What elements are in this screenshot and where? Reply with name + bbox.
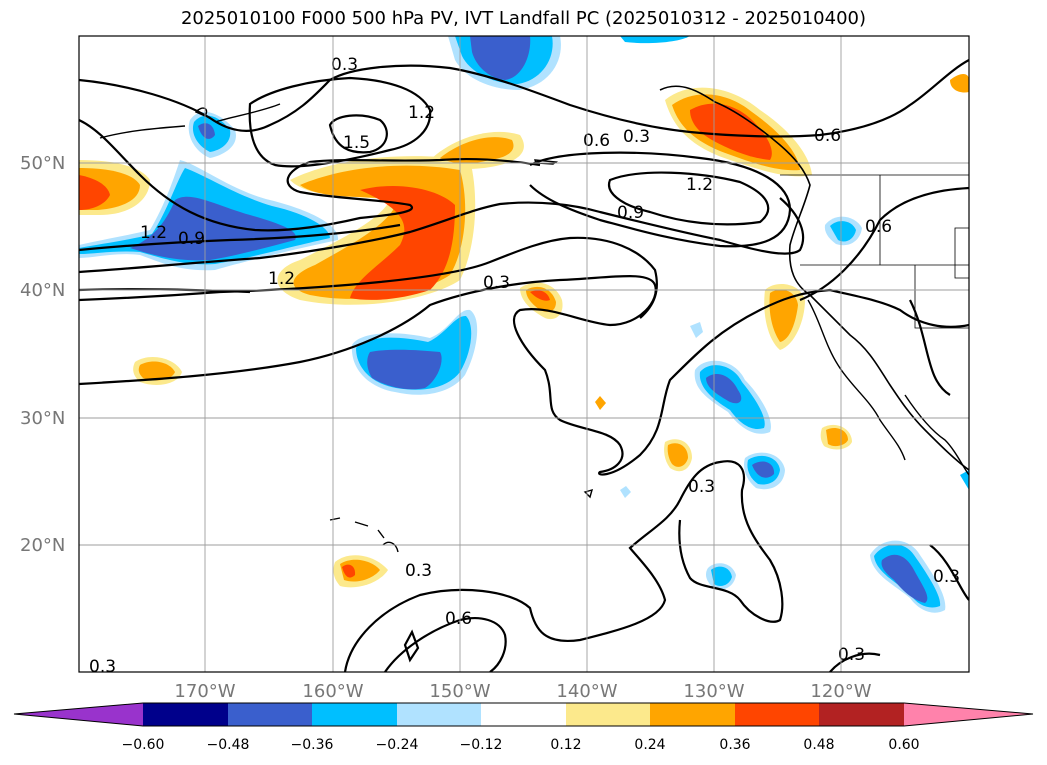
colorbar-segment bbox=[312, 703, 397, 726]
contour-line-1.2-east bbox=[607, 171, 770, 226]
contour-label: 1.2 bbox=[140, 223, 167, 243]
contour-label: 0.9 bbox=[178, 229, 205, 249]
latitude-labels: 50°N 40°N 30°N 20°N bbox=[20, 153, 65, 556]
colorbar-outline bbox=[13, 702, 1034, 727]
colorbar-tick-label: −0.48 bbox=[207, 737, 250, 753]
colorbar-segment bbox=[481, 703, 566, 726]
contour-line-0.6-lower bbox=[79, 197, 805, 294]
colorbar-ticks: −0.60 −0.48 −0.36 −0.24 −0.12 0.12 0.24 … bbox=[122, 737, 920, 753]
coastlines bbox=[99, 85, 969, 553]
contour-label: 0.3 bbox=[688, 477, 715, 497]
contour-line-0.9-east bbox=[529, 151, 792, 248]
colorbar: −0.60 −0.48 −0.36 −0.24 −0.12 0.12 0.24 … bbox=[13, 702, 1034, 753]
colorbar-extend-low bbox=[14, 703, 143, 726]
baja-california-coast bbox=[807, 299, 906, 461]
colorbar-tick-label: 0.12 bbox=[550, 737, 581, 753]
lon-label: 150°W bbox=[429, 681, 490, 702]
contour-line-0.3-south bbox=[343, 460, 784, 672]
colorbar-segment bbox=[566, 703, 650, 726]
contour-label: 1.5 bbox=[343, 133, 370, 153]
positive-patches-small bbox=[133, 74, 969, 588]
lon-label: 160°W bbox=[302, 681, 363, 702]
map-title: 2025010100 F000 500 hPa PV, IVT Landfall… bbox=[180, 8, 867, 29]
colorbar-segment bbox=[143, 703, 228, 726]
contour-label: 0.6 bbox=[445, 609, 472, 629]
map-plot-area: 0.3 1.5 1.2 0.6 0.3 1.2 0.9 0.6 1.2 0.9 … bbox=[79, 36, 969, 677]
aleutian-islands bbox=[99, 103, 281, 139]
contour-label: 0.6 bbox=[865, 217, 892, 237]
contour-line-0.3-se bbox=[829, 652, 881, 672]
contour-label: 1.2 bbox=[268, 269, 295, 289]
contour-line-1.2-west bbox=[79, 223, 401, 252]
gridlines bbox=[79, 36, 969, 672]
contour-label: 0.3 bbox=[838, 645, 865, 665]
colorbar-tick-label: 0.24 bbox=[634, 737, 665, 753]
contour-line-1.5-ring bbox=[328, 114, 388, 154]
positive-patch-bc-coast bbox=[665, 87, 812, 177]
contour-label: 0.3 bbox=[483, 273, 510, 293]
contour-label: 1.2 bbox=[686, 175, 713, 195]
colorbar-extend-high bbox=[904, 703, 1033, 726]
contour-label: 0.3 bbox=[331, 55, 358, 75]
colorbar-tick-label: 0.60 bbox=[888, 737, 919, 753]
colorbar-segment bbox=[228, 703, 312, 726]
lat-label: 40°N bbox=[20, 280, 65, 301]
lat-label: 50°N bbox=[20, 153, 65, 174]
colorbar-segment bbox=[735, 703, 819, 726]
colorbar-tick-label: −0.60 bbox=[122, 737, 165, 753]
positive-patch-west bbox=[79, 160, 150, 215]
lon-label: 170°W bbox=[174, 681, 235, 702]
positive-band-central bbox=[277, 156, 476, 305]
lat-label: 20°N bbox=[20, 535, 65, 556]
contour-line-0.6-south bbox=[384, 617, 507, 672]
lon-label: 130°W bbox=[683, 681, 744, 702]
contour-line-0.3-coast bbox=[909, 299, 951, 396]
contour-label: 0.3 bbox=[89, 657, 116, 677]
contour-label: 0.3 bbox=[405, 561, 432, 581]
pc-shading bbox=[79, 36, 969, 613]
contour-label: 0.3 bbox=[623, 127, 650, 147]
contour-label: 0.6 bbox=[583, 131, 610, 151]
colorbar-tick-label: −0.24 bbox=[376, 737, 419, 753]
colorbar-segment bbox=[819, 703, 904, 726]
lon-label: 140°W bbox=[556, 681, 617, 702]
pv-contours bbox=[79, 59, 969, 672]
contour-labels: 0.3 1.5 1.2 0.6 0.3 1.2 0.9 0.6 1.2 0.9 … bbox=[89, 55, 960, 677]
mexico-coast bbox=[904, 394, 969, 476]
contour-line-0.9-west bbox=[79, 119, 541, 232]
contour-line-0.3-east bbox=[929, 544, 969, 601]
negative-band-west bbox=[79, 160, 339, 271]
contour-label: 0.9 bbox=[617, 203, 644, 223]
negative-patches-small bbox=[188, 111, 969, 613]
colorbar-segment bbox=[650, 703, 735, 726]
contour-line-0.6-north bbox=[79, 59, 969, 138]
north-america-coast bbox=[659, 85, 969, 471]
colorbar-tick-label: 0.36 bbox=[719, 737, 750, 753]
contour-line-1.2-ring bbox=[248, 76, 432, 168]
lon-label: 120°W bbox=[810, 681, 871, 702]
contour-line-0.3-inner bbox=[79, 236, 658, 319]
negative-patch-north bbox=[448, 36, 690, 90]
longitude-labels: 170°W 160°W 150°W 140°W 130°W 120°W bbox=[174, 681, 871, 702]
contour-line-0.3-main bbox=[79, 274, 969, 476]
colorbar-tick-label: −0.36 bbox=[291, 737, 334, 753]
colorbar-tick-label: 0.48 bbox=[803, 737, 834, 753]
contour-label: 1.2 bbox=[408, 103, 435, 123]
contour-label: 0.3 bbox=[933, 567, 960, 587]
state-borders bbox=[780, 174, 969, 329]
contour-label: 0.6 bbox=[814, 126, 841, 146]
colorbar-segment bbox=[397, 703, 481, 726]
hawaiian-islands bbox=[329, 517, 399, 553]
small-islands bbox=[533, 159, 594, 499]
negative-patch-central bbox=[351, 309, 478, 395]
contour-line-0.9-blob bbox=[403, 629, 420, 663]
colorbar-tick-label: −0.12 bbox=[460, 737, 503, 753]
map-frame bbox=[78, 35, 970, 673]
lat-label: 30°N bbox=[20, 408, 65, 429]
